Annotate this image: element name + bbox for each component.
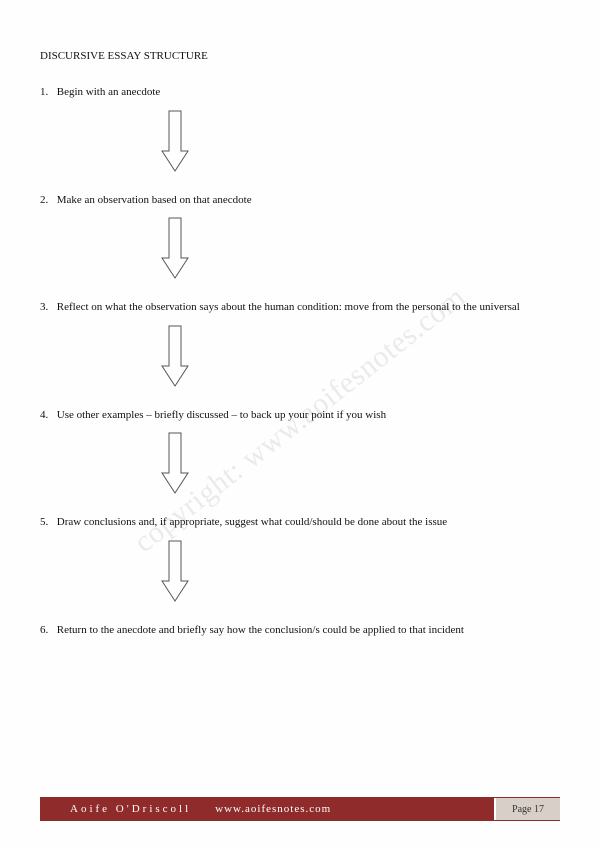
footer-main: Aoife O'Driscoll www.aoifesnotes.com [40, 798, 494, 820]
step-number: 3. [40, 299, 54, 316]
step-number: 4. [40, 407, 54, 424]
step-text: Begin with an anecdote [57, 86, 161, 98]
step-number: 6. [40, 622, 54, 639]
down-arrow-icon [160, 431, 190, 496]
step-text: Return to the anecdote and briefly say h… [57, 624, 464, 636]
step-text: Make an observation based on that anecdo… [57, 194, 252, 206]
page-title: DISCURSIVE ESSAY STRUCTURE [40, 50, 560, 62]
step-3: 3. Reflect on what the observation says … [40, 299, 560, 316]
step-text: Draw conclusions and, if appropriate, su… [57, 516, 447, 528]
step-number: 5. [40, 514, 54, 531]
page-footer: Aoife O'Driscoll www.aoifesnotes.com Pag… [40, 797, 560, 821]
step-text: Use other examples – briefly discussed –… [57, 409, 386, 421]
step-1: 1. Begin with an anecdote [40, 84, 560, 101]
step-6: 6. Return to the anecdote and briefly sa… [40, 622, 560, 639]
document-page: copyright: www.aoifesnotes.com DISCURSIV… [0, 0, 600, 849]
footer-page-number: Page 17 [494, 798, 560, 820]
step-2: 2. Make an observation based on that ane… [40, 192, 560, 209]
step-4: 4. Use other examples – briefly discusse… [40, 407, 560, 424]
footer-author: Aoife O'Driscoll [70, 803, 191, 815]
arrow-5 [40, 539, 560, 604]
arrow-3 [40, 324, 560, 389]
step-number: 1. [40, 84, 54, 101]
step-number: 2. [40, 192, 54, 209]
down-arrow-icon [160, 216, 190, 281]
step-5: 5. Draw conclusions and, if appropriate,… [40, 514, 560, 531]
arrow-4 [40, 431, 560, 496]
arrow-2 [40, 216, 560, 281]
down-arrow-icon [160, 324, 190, 389]
step-text: Reflect on what the observation says abo… [57, 301, 520, 313]
arrow-1 [40, 109, 560, 174]
down-arrow-icon [160, 539, 190, 604]
down-arrow-icon [160, 109, 190, 174]
footer-url: www.aoifesnotes.com [215, 803, 331, 815]
